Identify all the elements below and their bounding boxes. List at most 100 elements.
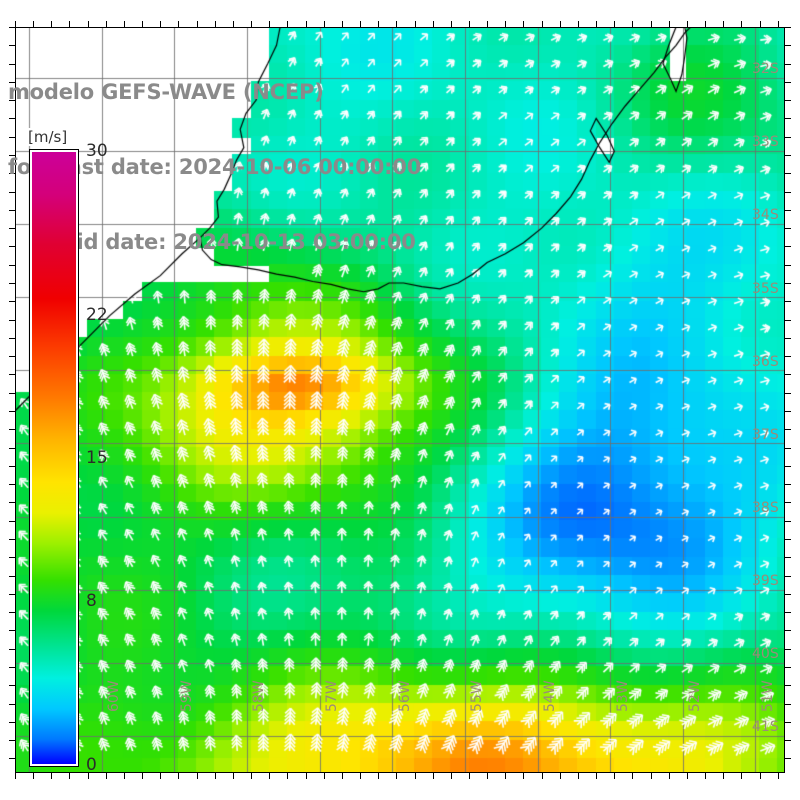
axis-tick bbox=[785, 685, 791, 686]
lon-label-59W: 59W bbox=[178, 680, 195, 712]
axis-tick bbox=[785, 429, 791, 430]
axis-tick bbox=[9, 740, 15, 741]
lon-label-53W: 53W bbox=[614, 680, 631, 712]
colorbar[interactable] bbox=[30, 150, 78, 766]
axis-tick bbox=[578, 773, 579, 779]
axis-tick bbox=[360, 21, 361, 27]
axis-tick bbox=[451, 773, 452, 779]
axis-tick bbox=[785, 740, 791, 741]
axis-tick bbox=[178, 773, 179, 779]
axis-tick bbox=[785, 100, 791, 101]
axis-tick bbox=[9, 356, 15, 357]
axis-tick bbox=[51, 773, 52, 779]
axis-tick bbox=[396, 21, 397, 27]
colorbar-tick-22: 22 bbox=[86, 304, 108, 325]
axis-tick bbox=[785, 228, 791, 229]
axis-tick bbox=[785, 155, 791, 156]
axis-tick bbox=[9, 704, 15, 705]
axis-tick bbox=[342, 773, 343, 779]
axis-tick bbox=[560, 21, 561, 27]
axis-tick bbox=[785, 667, 791, 668]
axis-tick bbox=[542, 21, 543, 27]
axis-tick bbox=[542, 773, 543, 779]
axis-tick bbox=[469, 21, 470, 27]
axis-tick bbox=[785, 576, 791, 577]
axis-tick bbox=[785, 722, 791, 723]
axis-tick bbox=[15, 773, 16, 779]
axis-tick bbox=[9, 411, 15, 412]
axis-tick bbox=[487, 773, 488, 779]
axis-tick bbox=[142, 21, 143, 27]
axis-tick bbox=[785, 118, 791, 119]
axis-tick bbox=[106, 773, 107, 779]
colorbar-tick-30: 30 bbox=[86, 141, 108, 161]
axis-tick bbox=[9, 246, 15, 247]
lat-label-39S: 39S bbox=[752, 573, 779, 590]
axis-tick bbox=[160, 773, 161, 779]
axis-tick bbox=[433, 21, 434, 27]
axis-tick bbox=[632, 773, 633, 779]
axis-tick bbox=[33, 21, 34, 27]
lat-label-36S: 36S bbox=[752, 353, 779, 370]
wind-field-canvas[interactable] bbox=[15, 27, 785, 773]
axis-tick bbox=[378, 773, 379, 779]
axis-tick bbox=[785, 320, 791, 321]
axis-tick bbox=[15, 21, 16, 27]
lon-label-52W: 52W bbox=[687, 680, 704, 712]
axis-tick bbox=[785, 45, 791, 46]
axis-tick bbox=[88, 21, 89, 27]
axis-tick bbox=[9, 137, 15, 138]
axis-tick bbox=[9, 64, 15, 65]
axis-tick bbox=[160, 21, 161, 27]
axis-tick bbox=[9, 630, 15, 631]
axis-tick bbox=[9, 557, 15, 558]
axis-tick bbox=[785, 758, 791, 759]
lon-label-56W: 56W bbox=[396, 680, 413, 712]
axis-tick bbox=[723, 21, 724, 27]
axis-tick bbox=[9, 448, 15, 449]
axis-tick bbox=[9, 265, 15, 266]
axis-tick bbox=[687, 21, 688, 27]
axis-tick bbox=[785, 557, 791, 558]
axis-tick bbox=[9, 594, 15, 595]
axis-tick bbox=[614, 773, 615, 779]
lon-label-54W: 54W bbox=[542, 680, 559, 712]
axis-tick bbox=[487, 21, 488, 27]
axis-tick bbox=[69, 773, 70, 779]
axis-tick bbox=[69, 21, 70, 27]
axis-tick bbox=[251, 773, 252, 779]
axis-tick bbox=[760, 21, 761, 27]
axis-tick bbox=[9, 521, 15, 522]
axis-tick bbox=[505, 773, 506, 779]
axis-tick bbox=[785, 82, 791, 83]
axis-tick bbox=[9, 210, 15, 211]
axis-tick bbox=[785, 210, 791, 211]
axis-tick bbox=[705, 773, 706, 779]
axis-tick bbox=[324, 773, 325, 779]
axis-tick bbox=[9, 667, 15, 668]
axis-tick bbox=[451, 21, 452, 27]
axis-tick bbox=[785, 612, 791, 613]
axis-tick bbox=[306, 21, 307, 27]
axis-tick bbox=[785, 246, 791, 247]
axis-tick bbox=[778, 21, 779, 27]
axis-tick bbox=[687, 773, 688, 779]
lon-label-51W: 51W bbox=[759, 680, 776, 712]
lat-label-33S: 33S bbox=[752, 134, 779, 151]
axis-tick bbox=[9, 429, 15, 430]
map-plot-area[interactable] bbox=[15, 27, 785, 773]
axis-tick bbox=[785, 630, 791, 631]
axis-tick bbox=[9, 374, 15, 375]
axis-tick bbox=[269, 773, 270, 779]
axis-tick bbox=[9, 100, 15, 101]
axis-tick bbox=[785, 484, 791, 485]
axis-tick bbox=[785, 649, 791, 650]
axis-tick bbox=[469, 773, 470, 779]
axis-tick bbox=[106, 21, 107, 27]
axis-tick bbox=[632, 21, 633, 27]
colorbar-tick-15: 15 bbox=[86, 448, 108, 468]
axis-tick bbox=[287, 21, 288, 27]
axis-tick bbox=[9, 502, 15, 503]
lat-label-37S: 37S bbox=[752, 426, 779, 443]
colorbar-tick-0: 0 bbox=[86, 755, 97, 775]
